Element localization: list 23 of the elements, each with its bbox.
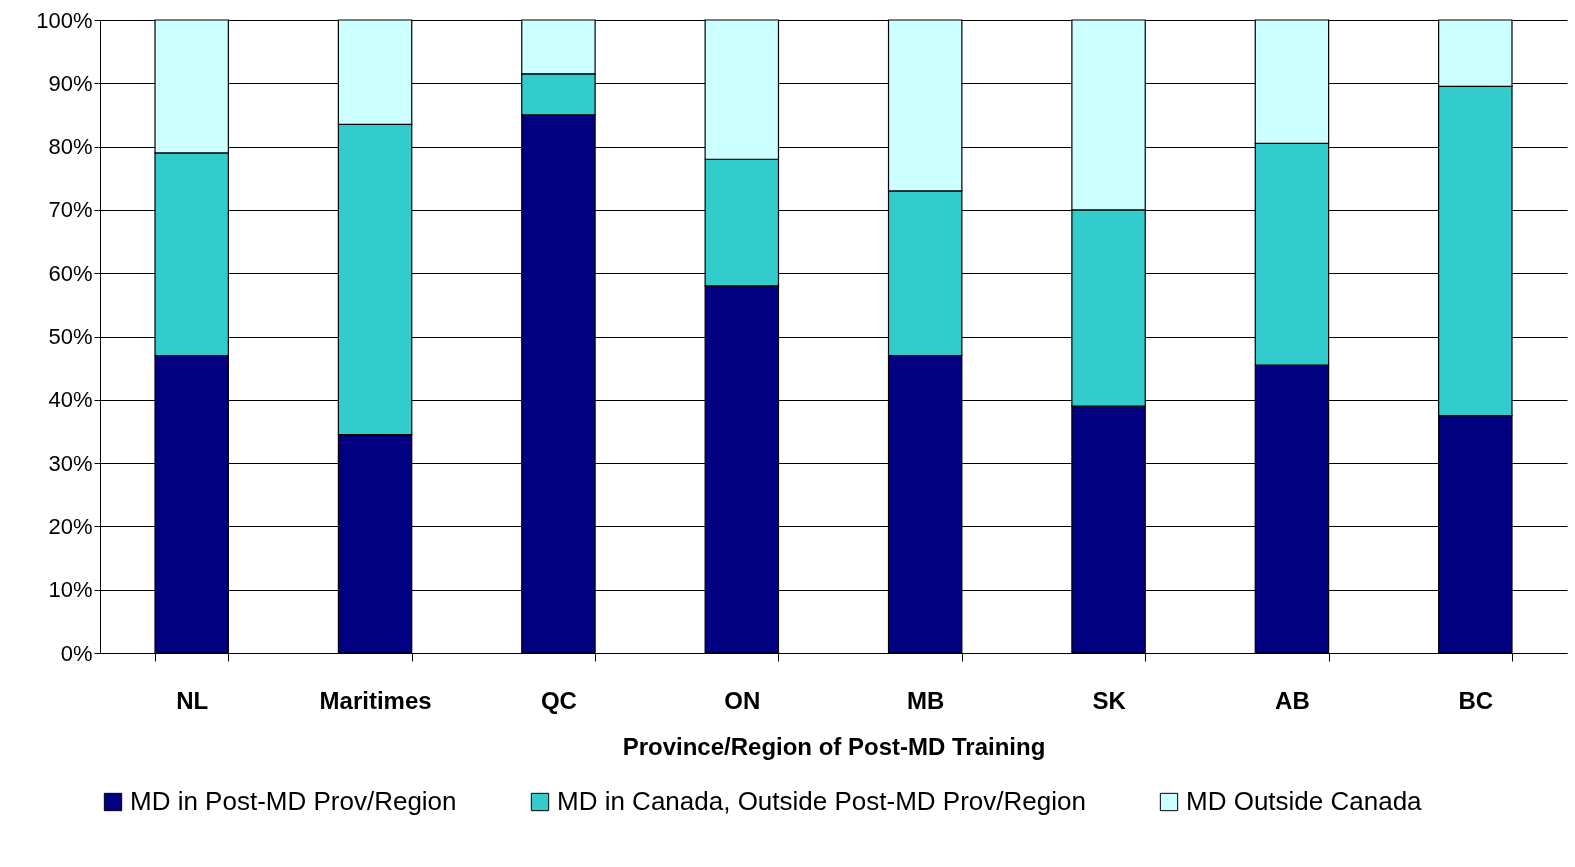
x-tick-label: ON xyxy=(724,686,761,714)
y-tick-label: 80% xyxy=(48,134,93,160)
y-tick-label: 40% xyxy=(48,387,93,413)
x-tick-label: SK xyxy=(1092,686,1127,714)
x-tick-label: Maritimes xyxy=(319,686,432,714)
legend-label: MD in Canada, Outside Post-MD Prov/Region xyxy=(557,786,1086,816)
y-tick-label: 70% xyxy=(48,197,93,223)
y-tick-label: 10% xyxy=(48,577,93,603)
y-tick-label: 60% xyxy=(48,260,93,286)
y-tick-label: 0% xyxy=(60,640,93,666)
x-tick-label: NL xyxy=(176,686,209,714)
legend-label: MD Outside Canada xyxy=(1186,786,1423,816)
legend-label: MD in Post-MD Prov/Region xyxy=(130,786,457,816)
y-tick-label: 20% xyxy=(48,513,93,539)
x-tick-label: AB xyxy=(1275,686,1310,714)
y-tick-label: 50% xyxy=(48,324,93,349)
y-tick-label: 100% xyxy=(36,7,93,33)
x-tick-label: QC xyxy=(540,686,577,714)
x-axis-title: Province/Region of Post-MD Training xyxy=(622,732,1046,760)
x-tick-label: MB xyxy=(907,686,945,714)
y-tick-label: 90% xyxy=(48,70,93,96)
y-tick-label: 30% xyxy=(48,450,93,476)
x-tick-label: BC xyxy=(1458,686,1494,714)
